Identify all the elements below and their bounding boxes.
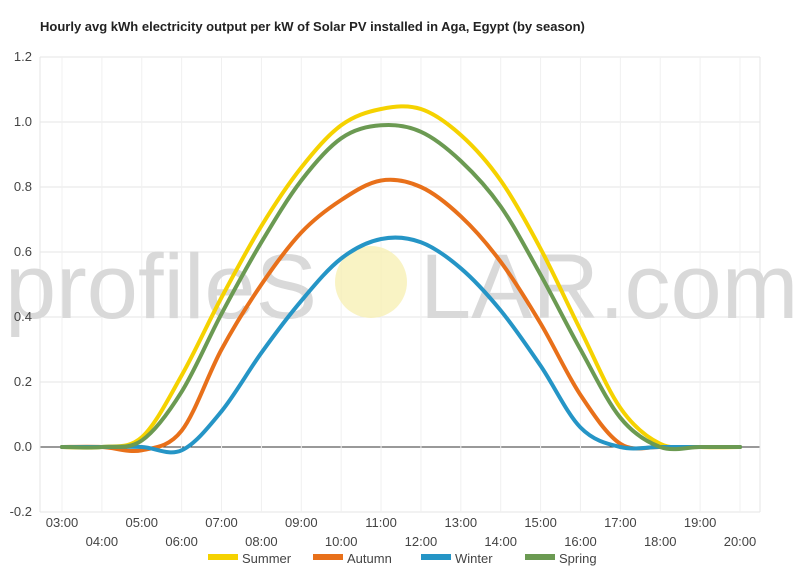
x-tick-label: 17:00 bbox=[604, 515, 637, 530]
x-tick-label: 09:00 bbox=[285, 515, 318, 530]
x-tick-label: 18:00 bbox=[644, 534, 677, 549]
legend-item-spring[interactable]: Spring bbox=[525, 551, 597, 566]
legend-label: Autumn bbox=[347, 551, 392, 566]
chart-title: Hourly avg kWh electricity output per kW… bbox=[40, 19, 585, 34]
y-axis-labels: -0.2 0.0 0.2 0.4 0.6 0.8 1.0 1.2 bbox=[10, 49, 32, 519]
y-tick-label: -0.2 bbox=[10, 504, 32, 519]
series-line-summer bbox=[60, 104, 742, 450]
y-tick-label: 0.0 bbox=[14, 439, 32, 454]
x-tick-label: 12:00 bbox=[405, 534, 438, 549]
y-tick-label: 1.2 bbox=[14, 49, 32, 64]
x-axis-labels: 03:00 04:00 05:00 06:00 07:00 08:00 09:00 10:00… bbox=[46, 515, 757, 549]
legend-label: Spring bbox=[559, 551, 597, 566]
x-tick-label: 07:00 bbox=[205, 515, 238, 530]
x-tick-label: 13:00 bbox=[445, 515, 478, 530]
series-line-spring bbox=[60, 123, 742, 452]
series-line-winter bbox=[60, 235, 742, 455]
x-tick-label: 20:00 bbox=[724, 534, 757, 549]
watermark-sun-icon bbox=[335, 246, 407, 318]
x-tick-label: 15:00 bbox=[524, 515, 557, 530]
watermark-text-right: LAR.com bbox=[420, 236, 798, 338]
x-tick-label: 10:00 bbox=[325, 534, 358, 549]
y-tick-label: 0.2 bbox=[14, 374, 32, 389]
series-line-autumn bbox=[60, 177, 742, 453]
x-tick-label: 14:00 bbox=[484, 534, 517, 549]
x-tick-label: 11:00 bbox=[365, 515, 397, 530]
x-tick-label: 19:00 bbox=[684, 515, 717, 530]
legend-label: Summer bbox=[242, 551, 292, 566]
x-tick-label: 03:00 bbox=[46, 515, 79, 530]
x-tick-label: 05:00 bbox=[125, 515, 158, 530]
legend-swatch bbox=[208, 554, 238, 560]
legend-item-winter[interactable]: Winter bbox=[421, 551, 493, 566]
legend-swatch bbox=[313, 554, 343, 560]
watermark: profileS LAR.com bbox=[5, 236, 798, 338]
x-tick-label: 04:00 bbox=[86, 534, 119, 549]
x-tick-label: 16:00 bbox=[564, 534, 597, 549]
y-tick-label: 0.4 bbox=[14, 309, 32, 324]
y-tick-label: 0.6 bbox=[14, 244, 32, 259]
legend-label: Winter bbox=[455, 551, 493, 566]
y-tick-label: 1.0 bbox=[14, 114, 32, 129]
x-tick-label: 06:00 bbox=[165, 534, 198, 549]
legend-swatch bbox=[421, 554, 451, 560]
legend-swatch bbox=[525, 554, 555, 560]
watermark-text-left: profileS bbox=[5, 236, 317, 338]
series-lines bbox=[60, 104, 742, 455]
legend-item-summer[interactable]: Summer bbox=[208, 551, 292, 566]
legend-item-autumn[interactable]: Autumn bbox=[313, 551, 392, 566]
legend: Summer Autumn Winter Spring bbox=[208, 551, 597, 566]
y-tick-label: 0.8 bbox=[14, 179, 32, 194]
x-tick-label: 08:00 bbox=[245, 534, 278, 549]
